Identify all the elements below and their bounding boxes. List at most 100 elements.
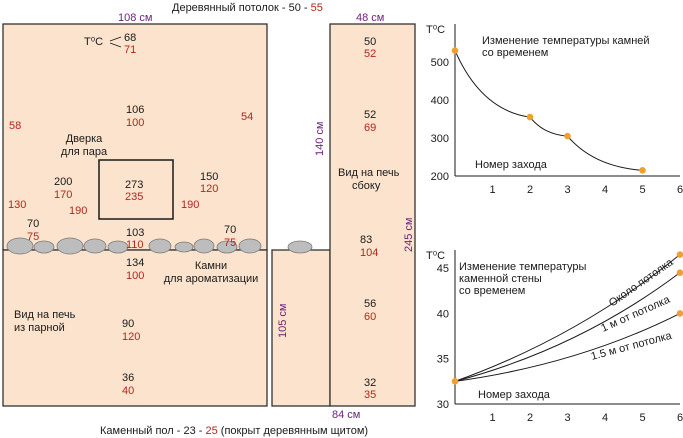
side-wall [329, 23, 416, 407]
x-tick-label: 4 [602, 412, 608, 424]
svg-text:40: 40 [122, 385, 134, 397]
svg-text:52: 52 [364, 48, 376, 60]
svg-text:75: 75 [224, 237, 236, 249]
svg-text:36: 36 [122, 372, 134, 384]
front-wall [2, 23, 268, 251]
x-axis-label: Номер захода [478, 389, 551, 401]
stones-label: Камни для ароматизации [164, 260, 259, 285]
view-side-label: Вид на печь сбоку [338, 167, 400, 192]
svg-text:68: 68 [124, 32, 136, 44]
data-point [676, 269, 683, 276]
x-tick-label: 5 [639, 412, 645, 424]
svg-text:235: 235 [125, 191, 143, 203]
svg-text:190: 190 [69, 205, 87, 217]
x-tick-label: 4 [602, 184, 608, 196]
svg-text:70: 70 [224, 224, 236, 236]
series-line [454, 50, 643, 171]
chart-title-line2: со временем [482, 47, 548, 59]
svg-text:130: 130 [8, 199, 26, 211]
svg-text:70: 70 [27, 218, 39, 230]
svg-text:150: 150 [200, 171, 218, 183]
y-tick-label: 30 [437, 399, 449, 411]
dim-side-width: 48 см [356, 12, 384, 24]
svg-text:200: 200 [54, 176, 72, 188]
chart-title: Изменение температуры камней [482, 35, 650, 47]
x-tick-label: 5 [639, 184, 645, 196]
floor-label: Каменный пол - 23 - 25 (покрыт деревянны… [100, 425, 368, 437]
x-tick-label: 2 [527, 184, 533, 196]
svg-text:52: 52 [364, 109, 376, 121]
svg-text:190: 190 [181, 199, 199, 211]
temperature-readings: 68 71 58 54 106 100 273 235 200 170 130 … [8, 32, 378, 401]
x-tick-label: 1 [489, 184, 495, 196]
chart-title-line2: каменной стены [459, 273, 542, 285]
dim-front-width: 108 см [118, 12, 152, 24]
stones [6, 237, 313, 255]
svg-text:106: 106 [126, 104, 144, 116]
tc-label: T⁰C [84, 36, 103, 48]
dim-side-upper: 140 см [314, 122, 326, 156]
svg-text:90: 90 [122, 318, 134, 330]
steam-door [98, 159, 174, 220]
ceiling-label: Деревянный потолок - 50 - 55 [172, 2, 323, 14]
y-axis-label: T⁰C [426, 24, 445, 36]
y-tick-label: 35 [437, 354, 449, 366]
chart-title: Изменение температуры [459, 261, 587, 273]
svg-text:60: 60 [364, 311, 376, 323]
data-point [451, 378, 459, 385]
series-line [454, 312, 681, 382]
data-point [639, 167, 646, 174]
x-tick-label: 3 [564, 184, 570, 196]
svg-text:54: 54 [241, 111, 253, 123]
svg-text:50: 50 [364, 36, 376, 48]
y-tick-label: 200 [431, 171, 449, 183]
door-label: Дверка для пара [61, 133, 108, 158]
y-tick-label: 300 [431, 133, 449, 145]
svg-text:134: 134 [126, 257, 144, 269]
series-line [454, 272, 681, 382]
chart-title-line3: со временем [459, 285, 525, 297]
svg-text:83: 83 [360, 234, 372, 246]
svg-text:170: 170 [54, 189, 72, 201]
data-point [676, 310, 683, 317]
x-tick-label: 2 [527, 412, 533, 424]
series-line [454, 254, 681, 382]
svg-text:110: 110 [126, 239, 144, 251]
svg-text:75: 75 [27, 231, 39, 243]
y-tick-label: 500 [431, 57, 449, 69]
view-steam-label: Вид на печь из парной [14, 309, 76, 334]
svg-text:35: 35 [364, 389, 376, 401]
stones-temperature-chart: 200 300 400 500 1 2 3 4 5 6 T⁰C Изменение температу… [426, 24, 683, 196]
x-tick-label: 6 [677, 184, 683, 196]
y-axis-label: T⁰C [426, 250, 445, 262]
x-tick-label: 3 [564, 412, 570, 424]
stove-side-base [271, 249, 331, 407]
svg-text:56: 56 [364, 298, 376, 310]
svg-text:58: 58 [9, 120, 21, 132]
svg-text:100: 100 [126, 270, 144, 282]
x-tick-label: 6 [677, 412, 683, 424]
y-tick-label: 40 [437, 308, 449, 320]
svg-text:69: 69 [364, 122, 376, 134]
dim-stove-height: 105 см [277, 304, 289, 338]
data-point [451, 47, 459, 54]
svg-text:273: 273 [125, 179, 143, 191]
stove-front [2, 249, 268, 407]
data-point [526, 113, 534, 121]
svg-text:100: 100 [126, 117, 144, 129]
svg-text:32: 32 [364, 377, 376, 389]
data-point [676, 251, 683, 258]
dim-stove-width: 84 см [332, 409, 360, 421]
svg-text:120: 120 [200, 183, 218, 195]
svg-text:120: 120 [122, 331, 140, 343]
y-tick-label: 400 [431, 95, 449, 107]
x-axis-label: Номер захода [475, 159, 548, 171]
svg-text:71: 71 [124, 44, 136, 56]
dim-side-total: 245 см [403, 218, 415, 252]
x-tick-label: 1 [489, 412, 495, 424]
svg-text:103: 103 [126, 227, 144, 239]
svg-text:104: 104 [360, 247, 378, 259]
y-tick-label: 45 [437, 263, 449, 275]
